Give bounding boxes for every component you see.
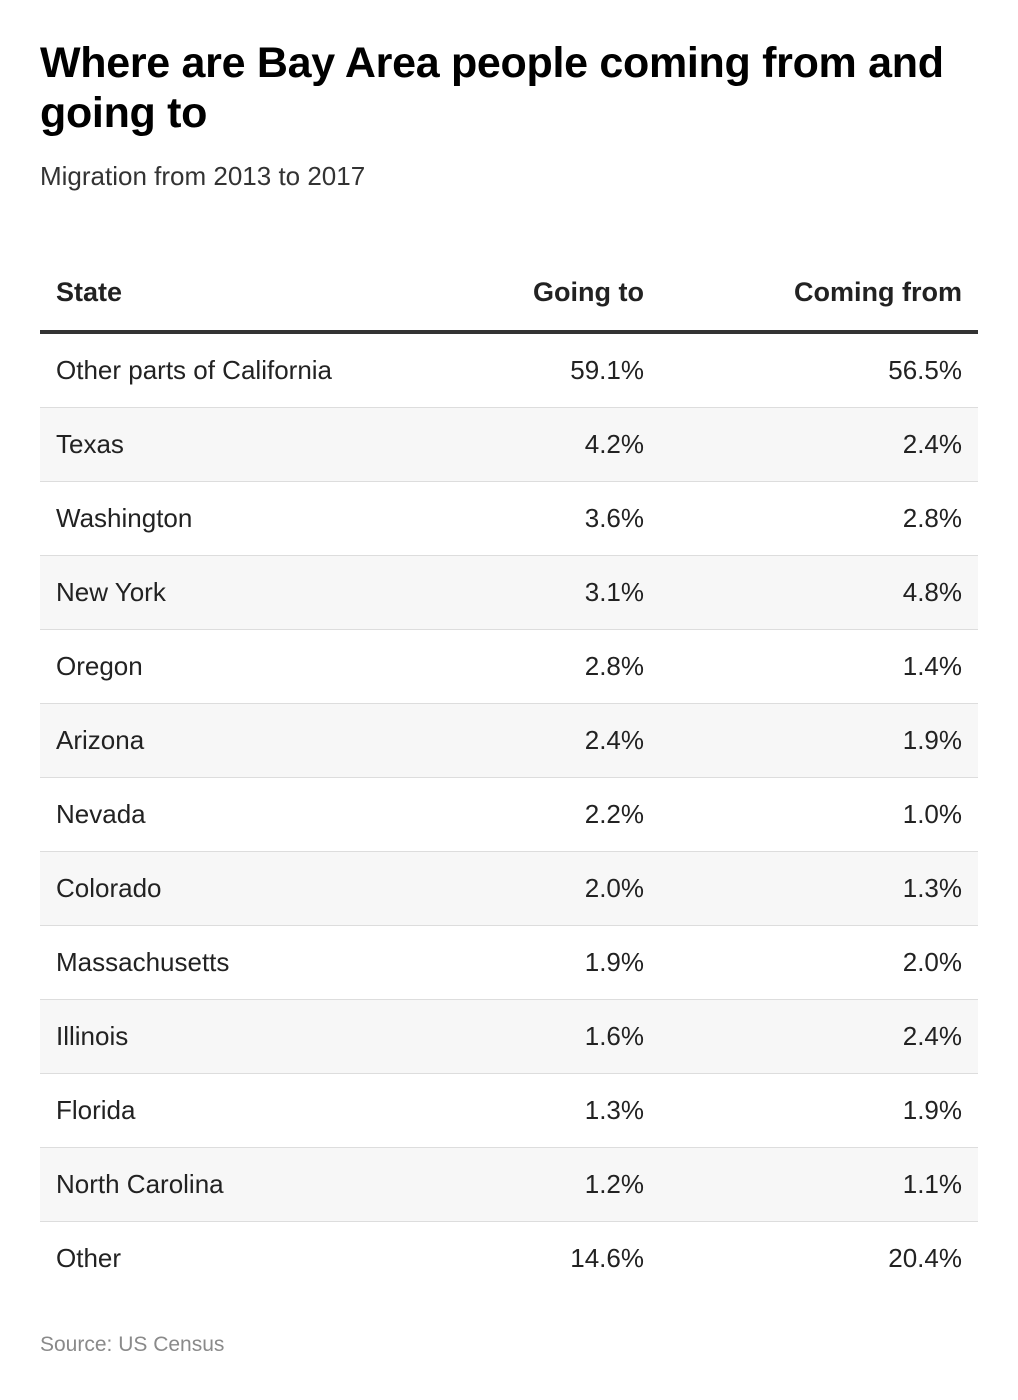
- coming-from-cell: 1.3%: [660, 851, 978, 926]
- state-cell: Washington: [40, 481, 490, 556]
- going-to-cell: 1.6%: [490, 999, 660, 1074]
- table-row: North Carolina 1.2% 1.1%: [40, 1147, 978, 1222]
- table-row: Texas 4.2% 2.4%: [40, 407, 978, 482]
- coming-from-cell: 1.1%: [660, 1147, 978, 1222]
- going-to-cell: 3.6%: [490, 481, 660, 556]
- table-row: Other 14.6% 20.4%: [40, 1222, 978, 1296]
- coming-from-cell: 1.9%: [660, 703, 978, 778]
- state-cell: Illinois: [40, 999, 490, 1074]
- state-cell: North Carolina: [40, 1147, 490, 1222]
- table-header: State Going to Coming from: [40, 254, 978, 334]
- coming-from-cell: 20.4%: [888, 1243, 962, 1273]
- going-to-cell: 2.4%: [490, 703, 660, 778]
- table-row: Nevada 2.2% 1.0%: [40, 777, 978, 852]
- coming-from-cell: 1.0%: [660, 777, 978, 852]
- state-cell: Arizona: [40, 703, 490, 778]
- going-to-cell: 1.3%: [490, 1073, 660, 1148]
- column-header-state: State: [40, 254, 490, 334]
- state-cell: Texas: [40, 407, 490, 482]
- header-row: State Going to Coming from: [40, 254, 978, 334]
- coming-from-cell: 2.4%: [660, 999, 978, 1074]
- going-to-cell: 59.1%: [490, 332, 660, 408]
- table-row: New York 3.1% 4.8%: [40, 555, 978, 630]
- going-to-cell: 2.0%: [490, 851, 660, 926]
- table-row: Colorado 2.0% 1.3%: [40, 851, 978, 926]
- chart-container: Where are Bay Area people coming from an…: [40, 0, 978, 1273]
- state-cell: Colorado: [40, 851, 490, 926]
- going-to-cell: 3.1%: [490, 555, 660, 630]
- going-to-cell: 14.6%: [570, 1243, 644, 1273]
- table-row: Florida 1.3% 1.9%: [40, 1073, 978, 1148]
- table-body: Other parts of California 59.1% 56.5% Texas…: [40, 332, 978, 1295]
- table-row: Arizona 2.4% 1.9%: [40, 703, 978, 778]
- table-row: Illinois 1.6% 2.4%: [40, 999, 978, 1074]
- table-row: Other parts of California 59.1% 56.5%: [40, 332, 978, 408]
- state-cell: Nevada: [40, 777, 490, 852]
- state-cell: Other: [56, 1243, 122, 1273]
- coming-from-cell: 2.4%: [660, 407, 978, 482]
- state-cell: Other parts of California: [40, 332, 490, 408]
- coming-from-cell: 2.0%: [660, 925, 978, 1000]
- column-header-coming-from: Coming from: [660, 254, 978, 334]
- chart-subtitle: Migration from 2013 to 2017: [40, 161, 366, 191]
- going-to-cell: 2.8%: [490, 629, 660, 704]
- going-to-cell: 2.2%: [490, 777, 660, 852]
- migration-table: State Going to Coming from Other parts o…: [40, 254, 978, 1295]
- state-cell: New York: [40, 555, 490, 630]
- chart-title: Where are Bay Area people coming from an…: [40, 39, 944, 137]
- going-to-cell: 1.2%: [490, 1147, 660, 1222]
- going-to-cell: 4.2%: [490, 407, 660, 482]
- state-cell: Florida: [40, 1073, 490, 1148]
- table-row: Massachusetts 1.9% 2.0%: [40, 925, 978, 1000]
- going-to-cell: 1.9%: [490, 925, 660, 1000]
- state-cell: Oregon: [40, 629, 490, 704]
- source-note: Source: US Census: [40, 1333, 225, 1356]
- coming-from-cell: 2.8%: [660, 481, 978, 556]
- state-cell: Massachusetts: [40, 925, 490, 1000]
- table-row: Washington 3.6% 2.8%: [40, 481, 978, 556]
- coming-from-cell: 1.4%: [660, 629, 978, 704]
- column-header-going-to: Going to: [490, 254, 660, 334]
- coming-from-cell: 4.8%: [660, 555, 978, 630]
- coming-from-cell: 1.9%: [660, 1073, 978, 1148]
- coming-from-cell: 56.5%: [660, 332, 978, 408]
- table-row: Oregon 2.8% 1.4%: [40, 629, 978, 704]
